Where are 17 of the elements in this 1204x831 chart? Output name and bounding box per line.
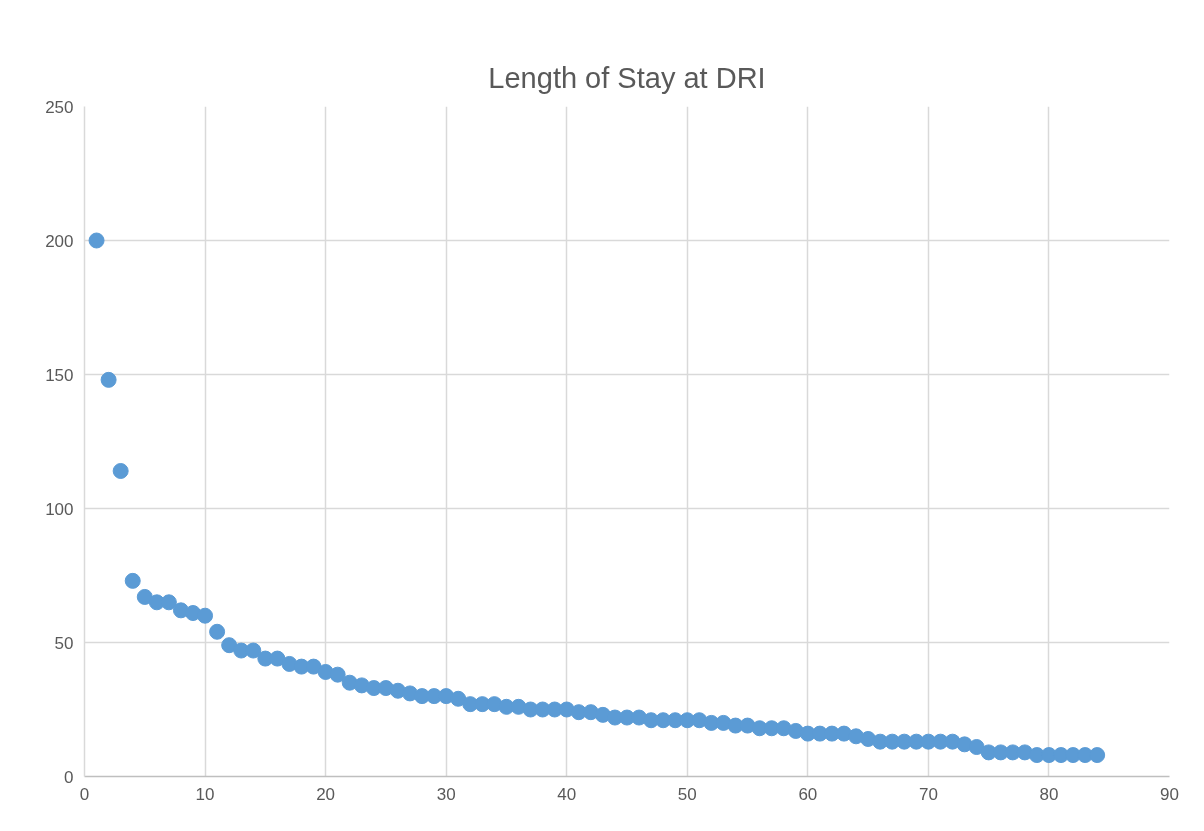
y-tick-label: 150 — [45, 365, 74, 385]
x-tick-label: 40 — [557, 784, 577, 804]
x-tick-label: 90 — [1160, 784, 1179, 804]
y-tick-label: 50 — [54, 633, 74, 653]
x-tick-label: 30 — [436, 784, 456, 804]
x-tick-label: 50 — [677, 784, 697, 804]
x-tick-label: 10 — [195, 784, 215, 804]
y-tick-label: 100 — [45, 499, 74, 519]
x-tick-label: 0 — [79, 784, 90, 804]
y-tick-label: 0 — [64, 767, 74, 787]
chart-title: Length of Stay at DRI — [488, 62, 766, 94]
x-tick-label: 70 — [918, 784, 938, 804]
x-tick-label: 80 — [1039, 784, 1059, 804]
x-tick-label: 20 — [316, 784, 336, 804]
y-tick-label: 250 — [45, 97, 74, 117]
x-tick-label: 60 — [798, 784, 818, 804]
y-tick-label: 200 — [45, 231, 74, 251]
